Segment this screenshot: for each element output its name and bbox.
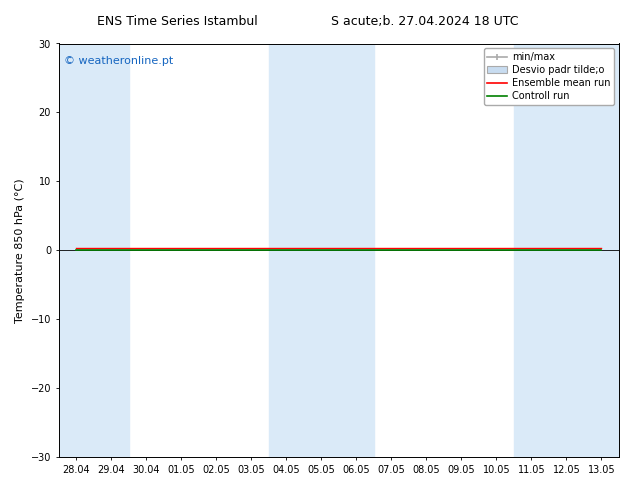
Bar xyxy=(59,44,94,457)
Y-axis label: Temperature 850 hPa (°C): Temperature 850 hPa (°C) xyxy=(15,178,25,323)
Bar xyxy=(339,44,374,457)
Text: © weatheronline.pt: © weatheronline.pt xyxy=(64,56,174,66)
Bar xyxy=(94,44,129,457)
Bar xyxy=(514,44,549,457)
Text: ENS Time Series Istambul: ENS Time Series Istambul xyxy=(97,15,258,28)
Legend: min/max, Desvio padr tilde;o, Ensemble mean run, Controll run: min/max, Desvio padr tilde;o, Ensemble m… xyxy=(484,49,614,105)
Bar xyxy=(584,44,619,457)
Bar xyxy=(304,44,339,457)
Text: S acute;b. 27.04.2024 18 UTC: S acute;b. 27.04.2024 18 UTC xyxy=(331,15,519,28)
Bar xyxy=(269,44,304,457)
Bar xyxy=(549,44,584,457)
